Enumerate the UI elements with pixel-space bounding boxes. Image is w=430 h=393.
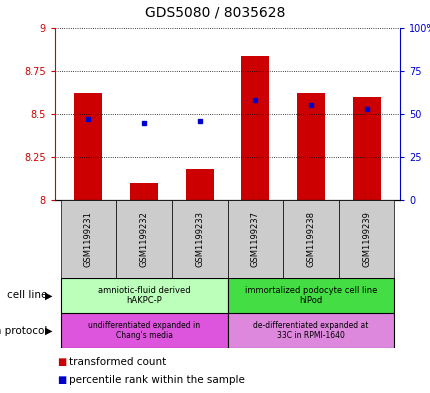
Text: GDS5080 / 8035628: GDS5080 / 8035628 [145, 5, 285, 19]
Text: percentile rank within the sample: percentile rank within the sample [69, 375, 244, 385]
Text: de-differentiated expanded at
33C in RPMI-1640: de-differentiated expanded at 33C in RPM… [253, 321, 368, 340]
Bar [61, 313, 227, 348]
Bar [130, 183, 157, 200]
Bar [61, 200, 116, 278]
Bar [116, 200, 172, 278]
Bar [283, 200, 338, 278]
Bar [338, 200, 393, 278]
Text: GSM1199232: GSM1199232 [139, 211, 148, 267]
Text: GSM1199237: GSM1199237 [250, 211, 259, 267]
Text: GSM1199238: GSM1199238 [306, 211, 315, 267]
Text: cell line: cell line [6, 290, 47, 301]
Text: undifferentiated expanded in
Chang's media: undifferentiated expanded in Chang's med… [88, 321, 200, 340]
Text: GSM1199231: GSM1199231 [84, 211, 93, 267]
Text: ▶: ▶ [44, 290, 52, 301]
Bar [227, 200, 283, 278]
Bar [227, 278, 393, 313]
Text: ▶: ▶ [44, 325, 52, 336]
Bar [172, 200, 227, 278]
Bar [74, 94, 102, 200]
Text: growth protocol: growth protocol [0, 325, 47, 336]
Bar [241, 55, 269, 200]
Text: immortalized podocyte cell line
hIPod: immortalized podocyte cell line hIPod [244, 286, 376, 305]
Bar [227, 313, 393, 348]
Text: transformed count: transformed count [69, 357, 166, 367]
Text: ■: ■ [57, 375, 66, 385]
Bar [185, 169, 213, 200]
Text: amniotic-fluid derived
hAKPC-P: amniotic-fluid derived hAKPC-P [98, 286, 190, 305]
Bar [352, 97, 380, 200]
Text: ■: ■ [57, 357, 66, 367]
Text: GSM1199233: GSM1199233 [195, 211, 204, 267]
Bar [296, 94, 324, 200]
Bar [61, 278, 227, 313]
Text: GSM1199239: GSM1199239 [361, 211, 370, 267]
